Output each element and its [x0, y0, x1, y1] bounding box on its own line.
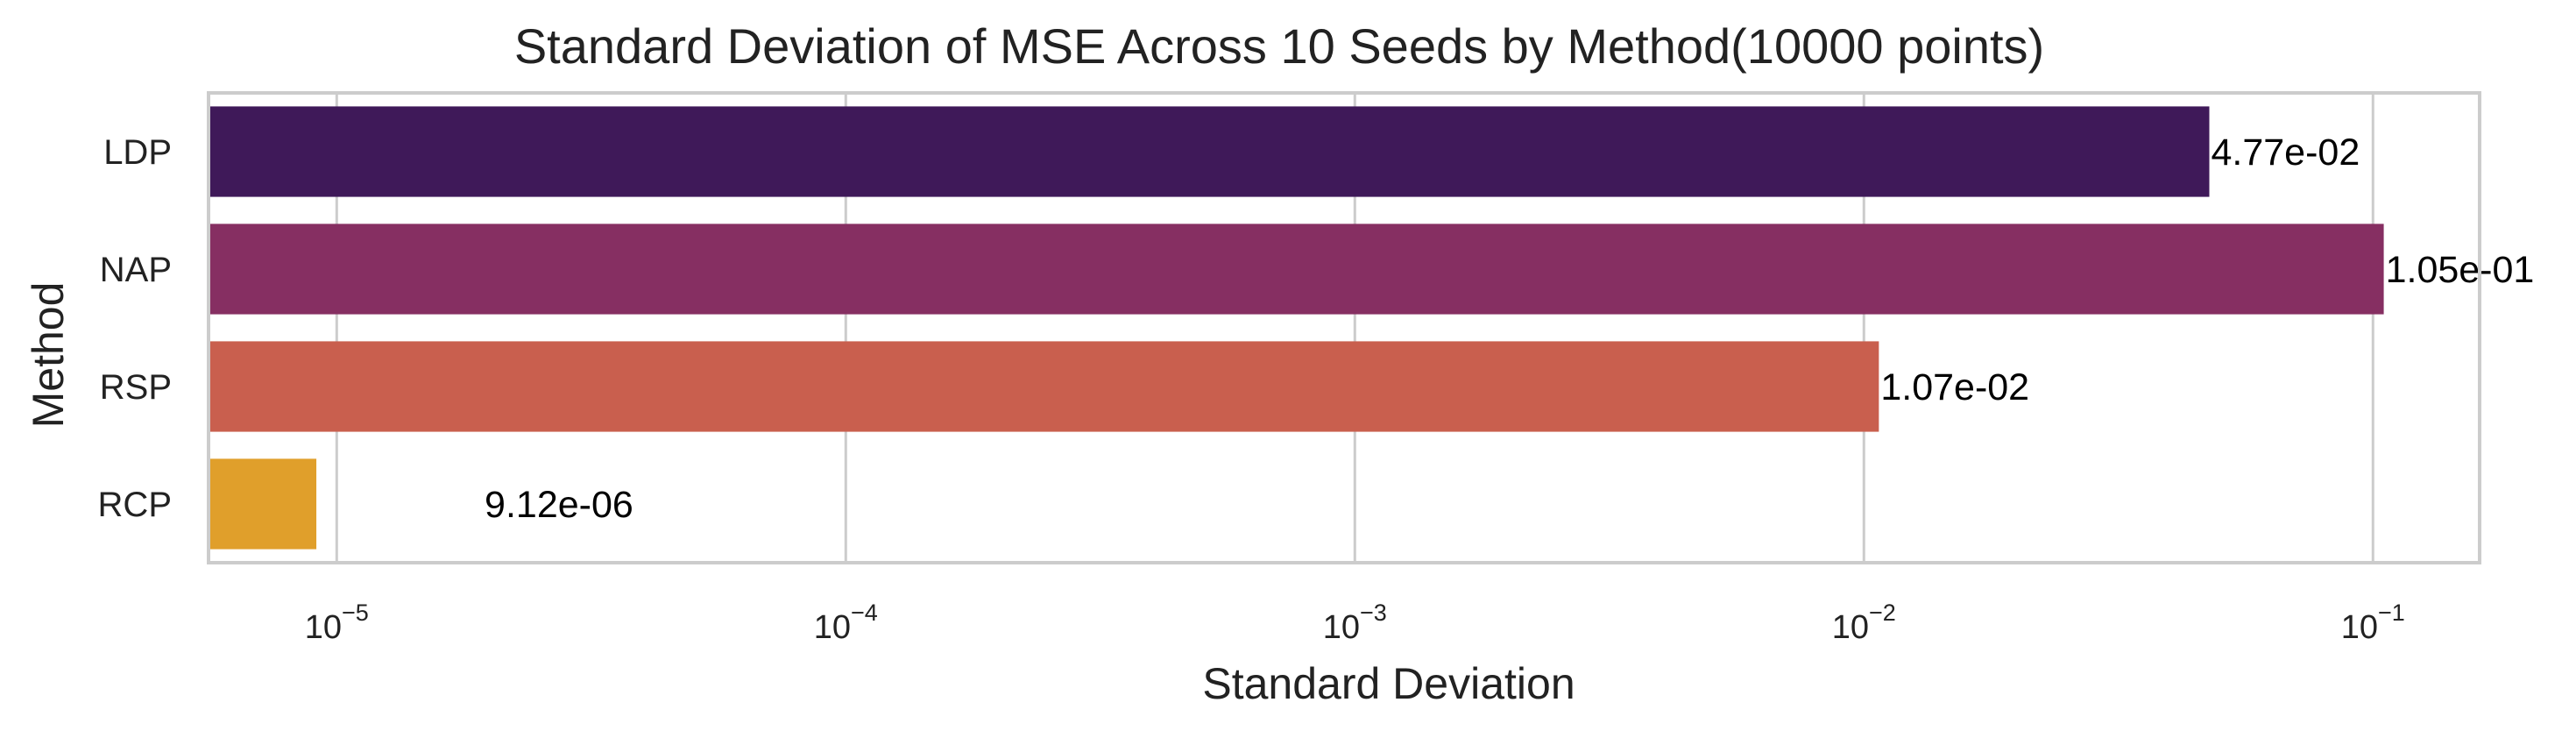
x-tick-label: 10−4: [814, 600, 878, 646]
x-tick-label: 10−2: [1832, 600, 1896, 646]
value-label-rsp: 1.07e-02: [1880, 366, 2029, 408]
bars: [209, 106, 2384, 550]
value-labels: 4.77e-02 1.05e-01 1.07e-02 9.12e-06: [485, 131, 2534, 526]
y-tick-label-rcp: RCP: [98, 486, 172, 524]
bar-rsp: [209, 341, 1879, 432]
chart-title: Standard Deviation of MSE Across 10 Seed…: [514, 18, 2044, 74]
y-axis-label: Method: [24, 282, 73, 429]
x-axis-label: Standard Deviation: [1202, 659, 1575, 708]
value-label-rcp: 9.12e-06: [485, 484, 633, 526]
x-tick-labels: 10−5 10−4 10−3 10−2 10−1: [305, 600, 2405, 646]
y-tick-label-ldp: LDP: [103, 133, 172, 172]
bar-nap: [209, 224, 2384, 315]
x-tick-label: 10−1: [2341, 600, 2405, 646]
bar-rcp: [209, 458, 317, 550]
y-tick-labels: LDP NAP RSP RCP: [98, 133, 172, 524]
plot-frame: [207, 91, 2481, 564]
value-label-nap: 1.05e-01: [2386, 249, 2535, 291]
x-tick-label: 10−3: [1323, 600, 1387, 646]
y-tick-label-nap: NAP: [100, 251, 172, 289]
y-tick-label-rsp: RSP: [100, 368, 172, 407]
value-label-ldp: 4.77e-02: [2211, 131, 2360, 174]
x-tick-label: 10−5: [305, 600, 369, 646]
bar-ldp: [209, 106, 2210, 197]
